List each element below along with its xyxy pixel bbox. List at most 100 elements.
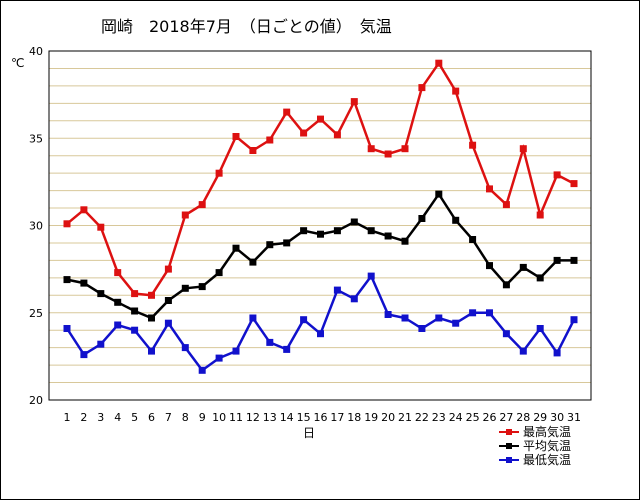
data-point-min xyxy=(63,325,71,332)
legend: 最高気温 平均気温 最低気温 xyxy=(497,425,637,467)
x-tick-label: 14 xyxy=(280,411,294,424)
data-point-max xyxy=(181,211,189,219)
x-tick-label: 1 xyxy=(64,411,71,424)
legend-label-mean: 平均気温 xyxy=(523,439,572,453)
data-point-min xyxy=(114,321,122,329)
x-tick-label: 16 xyxy=(314,411,328,424)
data-point-min xyxy=(300,316,308,324)
chart-title: 岡崎 2018年7月 （日ごとの値） 気温 xyxy=(101,17,392,36)
data-point-max xyxy=(148,291,155,299)
data-point-mean xyxy=(570,256,578,264)
data-point-max xyxy=(317,115,324,123)
data-point-mean xyxy=(469,236,477,243)
data-point-max xyxy=(333,131,341,139)
data-point-min xyxy=(317,330,324,338)
data-point-min xyxy=(249,314,257,322)
data-point-min xyxy=(215,354,223,362)
data-point-max xyxy=(114,269,122,277)
data-point-min xyxy=(435,314,443,322)
series-line-mean xyxy=(66,191,574,320)
x-tick-label: 23 xyxy=(432,411,446,424)
series-line-min xyxy=(65,273,576,373)
data-point-mean xyxy=(502,281,510,289)
data-point-min xyxy=(350,295,358,303)
data-point-mean xyxy=(181,284,189,292)
data-point-mean xyxy=(486,262,493,270)
x-tick-label: 3 xyxy=(97,411,104,424)
data-point-max xyxy=(418,84,426,92)
x-tick-label: 22 xyxy=(415,411,429,424)
data-point-max xyxy=(367,145,375,153)
y-axis-label: ℃ xyxy=(11,56,24,70)
series-max xyxy=(63,59,578,299)
data-point-mean xyxy=(266,241,274,249)
x-tick-label: 26 xyxy=(483,411,497,424)
legend-swatch-max xyxy=(499,429,519,435)
y-tick-label: 35 xyxy=(29,132,43,145)
x-tick-label: 5 xyxy=(131,411,138,424)
legend-item-max: 最高気温 xyxy=(497,425,637,439)
x-axis-label: 日 xyxy=(303,426,315,440)
y-tick-label: 25 xyxy=(29,307,43,320)
data-point-mean xyxy=(300,227,308,235)
data-point-min xyxy=(97,340,105,348)
x-tick-label: 31 xyxy=(567,411,581,424)
data-point-max xyxy=(80,206,88,214)
x-tick-label: 2 xyxy=(80,411,87,424)
data-point-mean xyxy=(215,269,223,277)
x-tick-label: 20 xyxy=(381,411,395,424)
data-point-mean xyxy=(435,190,443,198)
data-point-min xyxy=(164,319,172,327)
data-point-mean xyxy=(148,314,155,322)
x-tick-label: 30 xyxy=(550,411,564,424)
data-point-mean xyxy=(350,218,358,226)
legend-item-mean: 平均気温 xyxy=(497,439,637,453)
series-min xyxy=(63,272,578,374)
y-tick-label: 40 xyxy=(29,45,43,58)
data-point-mean xyxy=(164,297,172,304)
data-point-max xyxy=(215,169,223,177)
data-point-mean xyxy=(333,227,341,235)
data-point-max xyxy=(266,136,274,144)
data-point-mean xyxy=(97,290,105,298)
data-point-min xyxy=(283,345,291,353)
x-tick-label: 28 xyxy=(516,411,530,424)
data-point-max xyxy=(536,211,544,219)
data-point-min xyxy=(266,338,274,346)
data-point-mean xyxy=(249,258,257,266)
data-point-mean xyxy=(232,244,240,252)
legend-swatch-mean xyxy=(499,443,519,449)
series-mean xyxy=(63,190,578,322)
x-tick-label: 7 xyxy=(165,411,172,424)
data-point-max xyxy=(401,145,409,153)
data-point-mean xyxy=(401,237,409,245)
data-point-mean xyxy=(114,298,122,306)
data-point-max xyxy=(63,220,71,228)
data-point-mean xyxy=(553,256,561,264)
x-tick-label: 21 xyxy=(398,411,412,424)
x-tick-label: 29 xyxy=(533,411,547,424)
data-point-max xyxy=(469,141,477,149)
x-tick-label: 17 xyxy=(330,411,344,424)
legend-swatch-min xyxy=(499,457,519,463)
x-tick-label: 11 xyxy=(229,411,243,424)
x-tick-label: 9 xyxy=(199,411,206,424)
data-point-min xyxy=(570,316,578,324)
data-point-max xyxy=(232,133,240,140)
data-point-min xyxy=(384,311,392,318)
data-point-max xyxy=(519,145,527,153)
data-point-min xyxy=(536,325,544,332)
data-point-min xyxy=(553,349,561,357)
data-point-max xyxy=(198,201,206,209)
y-tick-label: 30 xyxy=(29,220,43,233)
data-point-max xyxy=(435,59,443,67)
x-tick-label: 18 xyxy=(347,411,361,424)
data-point-min xyxy=(469,309,477,317)
data-point-mean xyxy=(519,263,527,271)
data-point-mean xyxy=(418,215,426,222)
legend-label-max: 最高気温 xyxy=(523,425,572,439)
data-point-max xyxy=(502,201,510,209)
data-point-max xyxy=(283,108,291,116)
